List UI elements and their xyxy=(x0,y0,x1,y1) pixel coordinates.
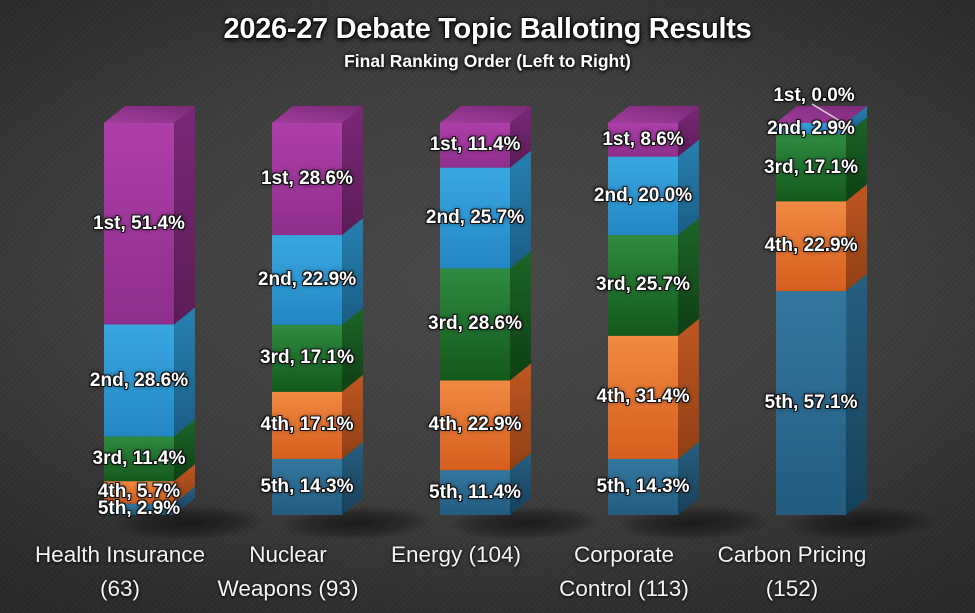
bar-segment-front xyxy=(776,201,846,292)
bar-segment-side xyxy=(678,218,699,336)
bar-segment-front xyxy=(608,335,678,459)
bar-segment-front xyxy=(440,380,510,471)
bar-segment-front xyxy=(440,268,510,381)
bar-segment-front xyxy=(776,134,846,202)
bar-segment-front xyxy=(608,458,678,515)
bar-segment-side xyxy=(510,150,531,269)
bar-segment-side xyxy=(174,307,195,437)
bar-segment-side xyxy=(678,441,699,515)
bar-segment-side xyxy=(174,106,195,325)
bar-segment-side xyxy=(846,117,867,202)
bar-top-face xyxy=(608,106,699,123)
bar-segment-front xyxy=(776,123,846,135)
bar-segment-front xyxy=(272,458,342,515)
bar-segment-front xyxy=(776,291,846,515)
chart-title: 2026-27 Debate Topic Balloting Results xyxy=(223,13,752,45)
bar-segment-side xyxy=(678,318,699,459)
bar-segment-front xyxy=(272,391,342,459)
bar-segment-front xyxy=(104,481,174,504)
bar-segment-side xyxy=(510,363,531,471)
bar-segment-front xyxy=(608,235,678,336)
bar-segment-front xyxy=(440,167,510,269)
label-leader-line xyxy=(811,103,846,125)
bar-segment-front xyxy=(608,123,678,157)
bar-segment-front xyxy=(608,156,678,236)
bar-segment-side xyxy=(342,374,363,459)
bar-segment-front xyxy=(104,324,174,437)
bar-segment-side xyxy=(174,464,195,504)
bar-segment-front xyxy=(272,235,342,325)
bar-segment-side xyxy=(174,486,195,515)
bar-segment-front xyxy=(104,436,174,482)
bar-segment-side xyxy=(678,139,699,236)
bar-segment-side xyxy=(510,453,531,515)
bar-segment-front xyxy=(440,470,510,515)
bar-segment-side xyxy=(678,106,699,157)
bar-segment-front xyxy=(440,123,510,168)
bar-segment-side xyxy=(342,218,363,325)
bar-segment-side xyxy=(510,251,531,381)
chart-subtitle: Final Ranking Order (Left to Right) xyxy=(344,51,631,71)
bar-top-face xyxy=(272,106,363,123)
bar-segment-side xyxy=(174,419,195,482)
bar-segment-side xyxy=(846,274,867,515)
bar-segment-side xyxy=(510,106,531,168)
bar-segment-front xyxy=(104,503,174,515)
bar-top-face xyxy=(776,106,867,123)
bar-segment-side xyxy=(342,307,363,392)
bar-segment-front xyxy=(104,123,174,325)
bar-segment-side xyxy=(846,106,867,135)
bar-segment-side xyxy=(846,184,867,292)
bar-top-face xyxy=(104,106,195,123)
bar-segment-front xyxy=(272,324,342,392)
bar-top-face xyxy=(440,106,531,123)
bar-segment-side xyxy=(342,441,363,515)
bar-segment-side xyxy=(342,106,363,236)
bar-segment-front xyxy=(272,123,342,236)
